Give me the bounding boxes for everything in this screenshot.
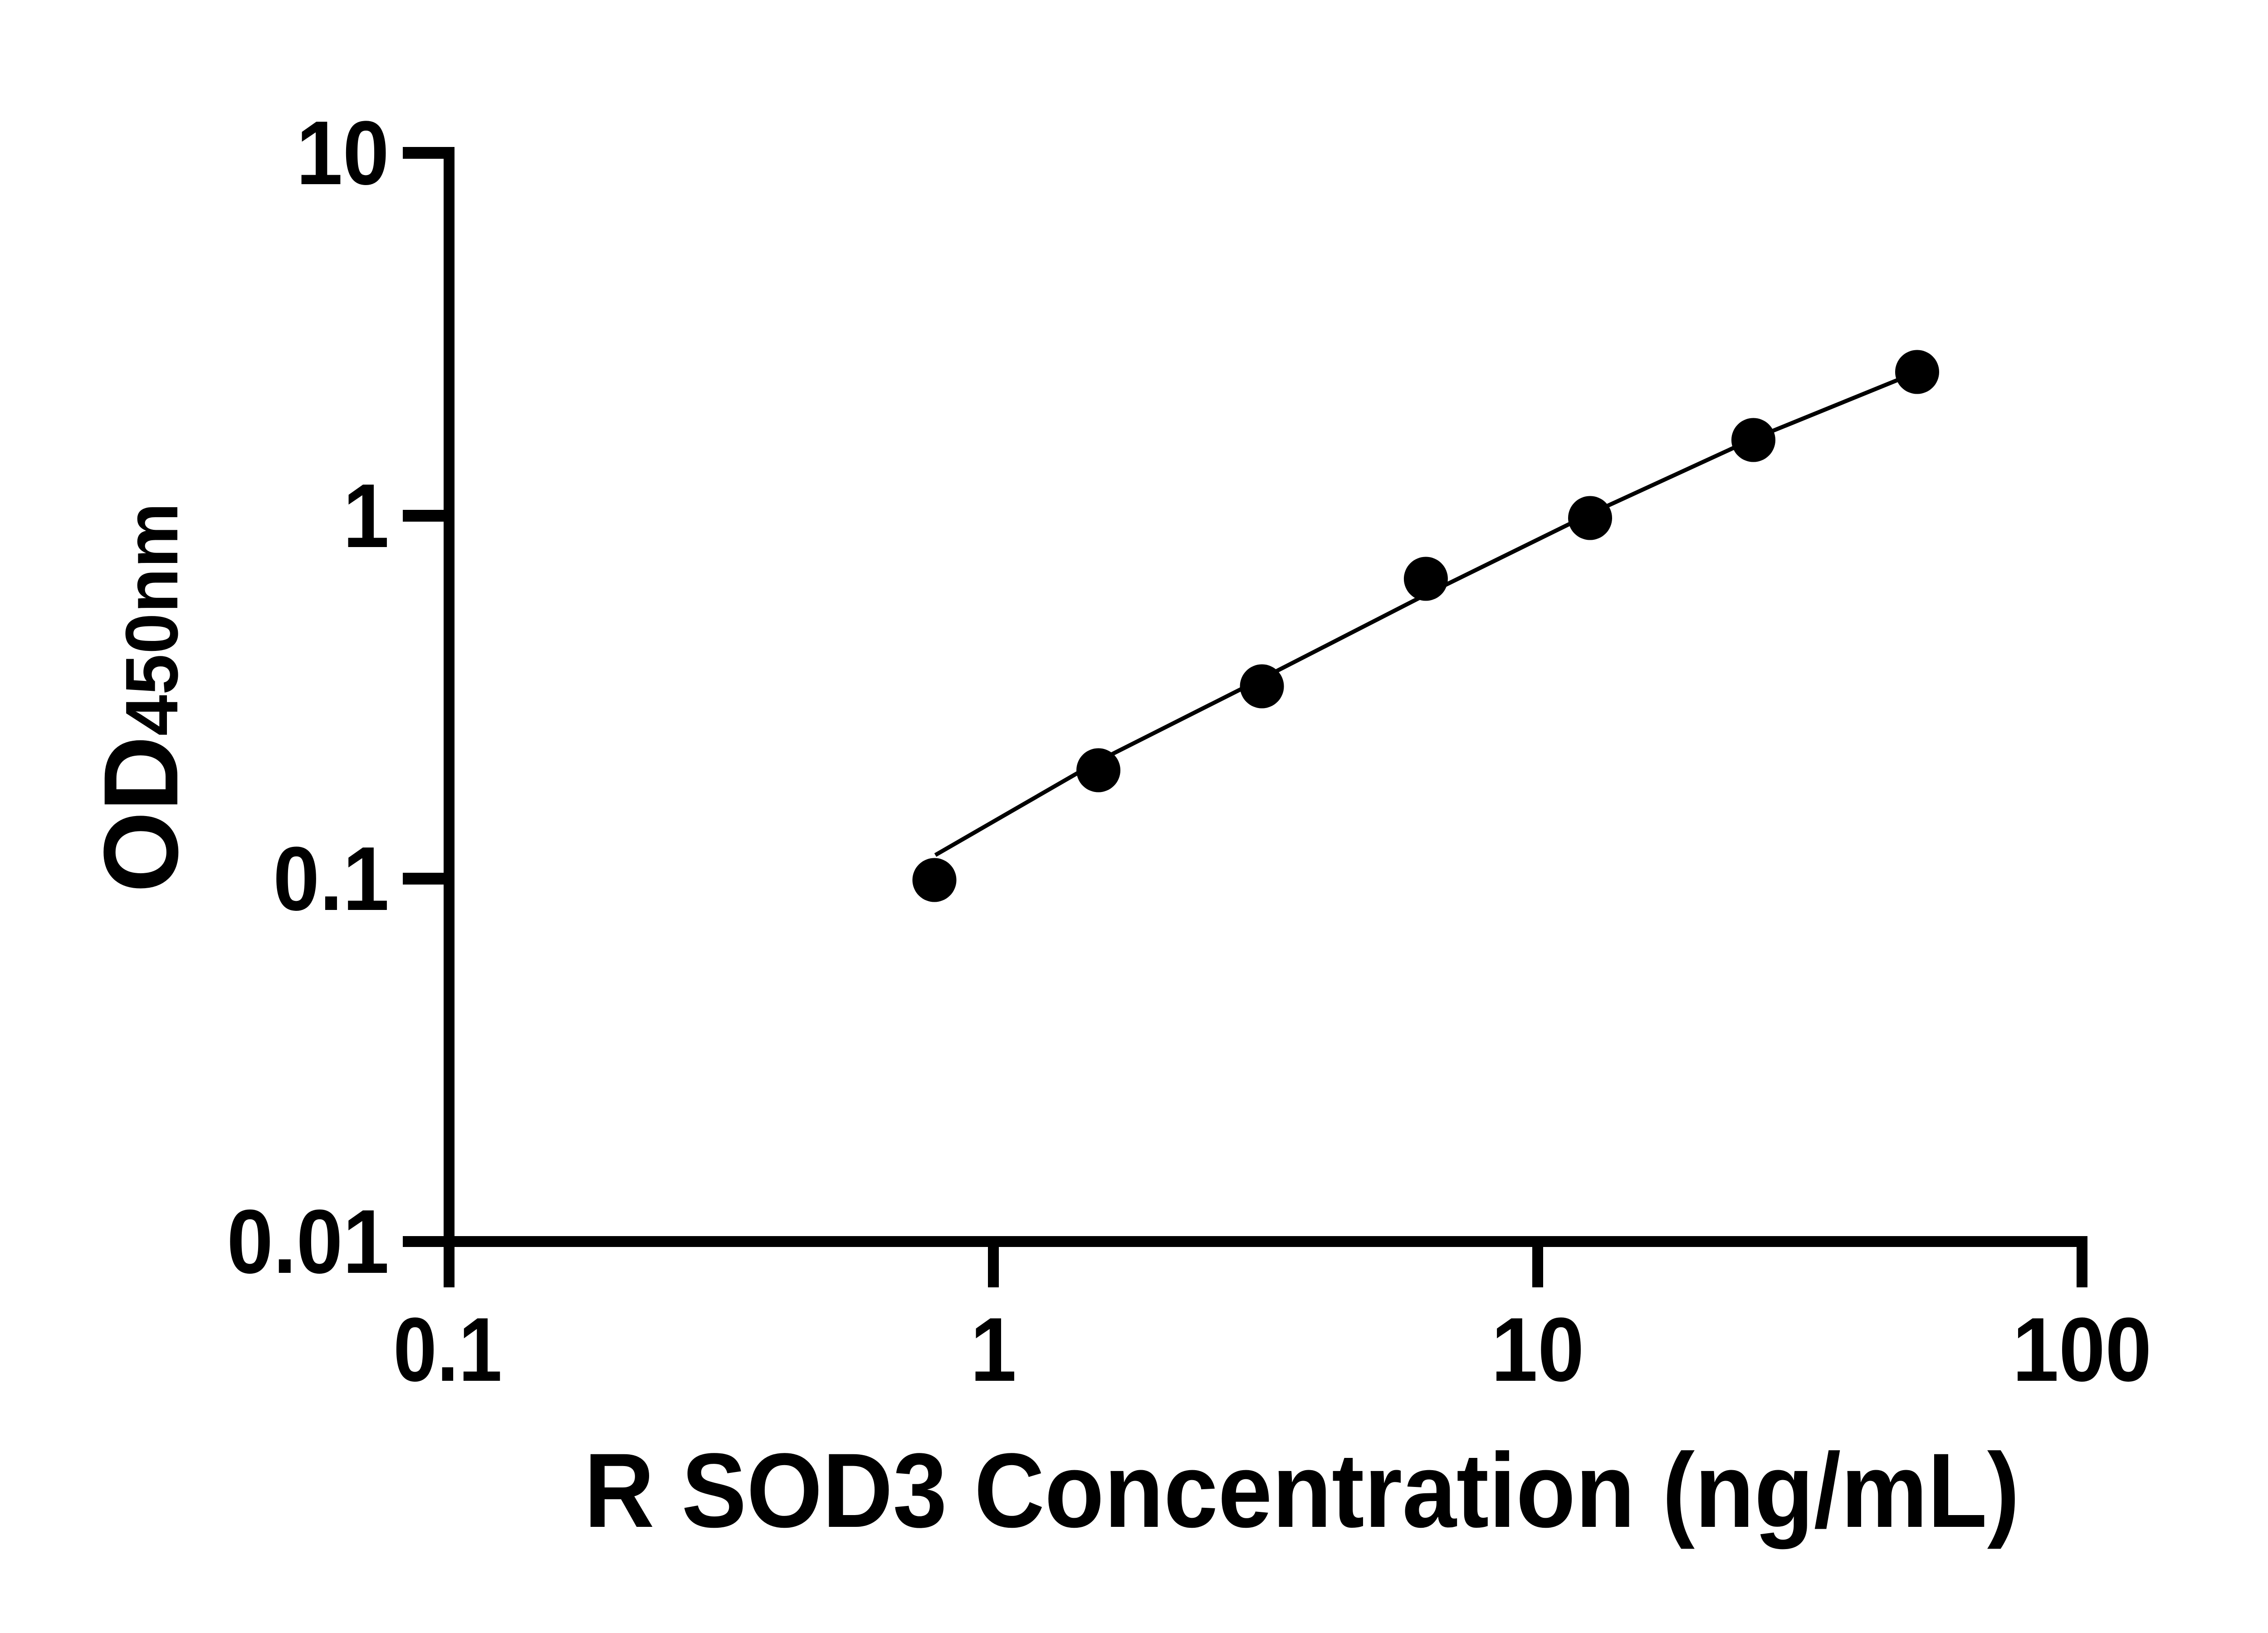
svg-text:0.1: 0.1 bbox=[393, 1299, 502, 1400]
svg-text:10: 10 bbox=[1491, 1299, 1584, 1400]
svg-text:10: 10 bbox=[296, 103, 389, 204]
svg-text:R SOD3 Concentration (ng/mL): R SOD3 Concentration (ng/mL) bbox=[584, 1432, 2020, 1550]
svg-text:0.1: 0.1 bbox=[273, 828, 389, 929]
svg-text:0.01: 0.01 bbox=[227, 1191, 389, 1292]
svg-text:1: 1 bbox=[343, 465, 389, 567]
svg-text:1: 1 bbox=[970, 1299, 1017, 1400]
svg-text:OD450nm: OD450nm bbox=[82, 503, 200, 893]
svg-text:100: 100 bbox=[2013, 1299, 2152, 1400]
